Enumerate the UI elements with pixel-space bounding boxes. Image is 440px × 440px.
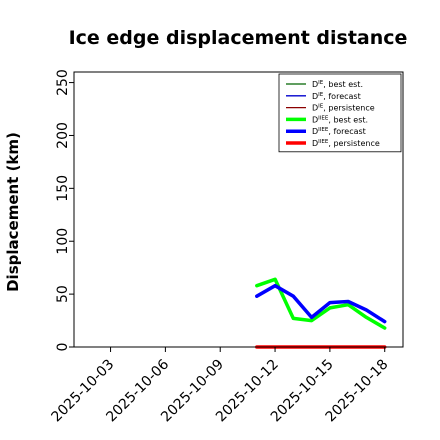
legend-entry-3: DIIEE, best est. <box>312 115 368 124</box>
plot-frame <box>73 71 404 348</box>
y-tick-label: 150 <box>55 175 71 202</box>
y-tick-label: 0 <box>55 343 71 352</box>
series-line-4 <box>255 283 387 324</box>
legend-entry-5: DIIEE, persistence <box>312 139 380 148</box>
y-axis-ticks: 0 50 100 150 200 250 <box>55 69 74 351</box>
y-tick-label: 250 <box>55 69 71 96</box>
legend: DIE, best est. DIE, forecast DIE, persiste… <box>278 73 402 153</box>
legend-entry-1: DIE, forecast <box>312 92 361 101</box>
legend-box <box>278 73 402 153</box>
y-tick-label: 200 <box>55 122 71 149</box>
x-axis-ticks: 2025-10-032025-10-062025-10-092025-10-12… <box>49 347 392 425</box>
legend-entry-4: DIIEE, forecast <box>312 127 366 136</box>
legend-entry-2: DIE, persistence <box>312 104 375 113</box>
y-axis-label: Displacement (km) <box>4 132 22 292</box>
series-group <box>255 277 387 349</box>
y-tick-label: 100 <box>55 228 71 255</box>
legend-entry-0: DIE, best est. <box>312 80 363 89</box>
chart-title: Ice edge displacement distance <box>69 27 408 49</box>
y-tick-label: 50 <box>55 285 71 303</box>
